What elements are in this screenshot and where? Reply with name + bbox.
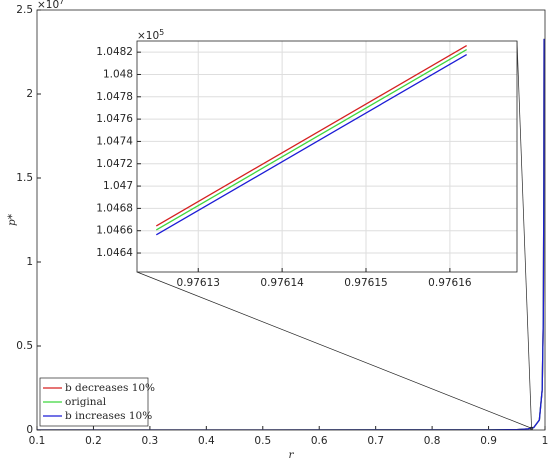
exponent-base: ×10 [137, 30, 159, 42]
series-line [155, 49, 467, 231]
y-tick-label: 1.0468 [96, 202, 133, 214]
x-tick-label: 0.97616 [428, 277, 472, 289]
axes-box [36, 9, 546, 431]
y-tick-label: 1.0472 [96, 158, 133, 170]
y-tick-label: 1 [26, 256, 33, 268]
zoom-connector [136, 271, 532, 429]
y-tick-label: 0.5 [16, 340, 33, 352]
y-tick-label: 1.5 [16, 172, 33, 184]
x-tick-label: 0.7 [367, 435, 384, 447]
legend-label: b decreases 10% [65, 382, 155, 394]
y-exponent: ×105 [137, 28, 164, 43]
zoom-region [530, 426, 533, 430]
y-exponent: ×107 [37, 0, 64, 11]
exponent-power: 5 [159, 28, 164, 37]
x-tick-label: 0.6 [311, 435, 328, 447]
x-tick-label: 0.8 [424, 435, 441, 447]
y-tick-label: 1.0478 [96, 91, 133, 103]
y-tick-label: 2.5 [16, 4, 33, 16]
zoom-connector [516, 40, 532, 429]
axes: 0.97613 0.97614 0.97615 0.97616 1.0464 1.0466… [96, 28, 518, 289]
plot-area [137, 41, 517, 272]
series-line [155, 53, 467, 236]
x-axis-label: r [288, 449, 294, 461]
series-line [155, 45, 467, 227]
x-tick-label: 0.1 [29, 435, 46, 447]
x-tick-label: 1 [542, 435, 549, 447]
exponent-power: 7 [59, 0, 64, 6]
legend-label: b increases 10% [65, 410, 152, 422]
y-tick-label: 1.047 [103, 180, 133, 192]
x-tick-label: 0.97615 [344, 277, 387, 289]
y-tick-label: 1.0476 [96, 113, 133, 125]
x-tick-label: 0.97613 [177, 277, 220, 289]
y-tick-label: 1.0466 [96, 225, 133, 237]
exponent-base: ×10 [37, 0, 59, 11]
x-tick-label: 0.9 [480, 435, 497, 447]
y-tick-label: 1.0474 [96, 135, 133, 147]
y-tick-label: 2 [26, 88, 33, 100]
y-tick-label: 1.0464 [96, 247, 133, 259]
y-tick-label: 1.048 [103, 68, 133, 80]
y-tick-label: 0 [26, 424, 33, 436]
x-tick-label: 0.97614 [260, 277, 304, 289]
x-tick-label: 0.4 [198, 435, 215, 447]
y-tick-label: 1.0482 [96, 46, 133, 58]
x-tick-label: 0.3 [142, 435, 159, 447]
legend: b decreases 10% original b increases 10% [39, 377, 155, 427]
y-axis-label: p* [6, 213, 18, 226]
x-tick-label: 0.2 [85, 435, 102, 447]
x-tick-label: 0.5 [254, 435, 271, 447]
axes-box [136, 40, 518, 273]
legend-label: original [65, 396, 107, 408]
